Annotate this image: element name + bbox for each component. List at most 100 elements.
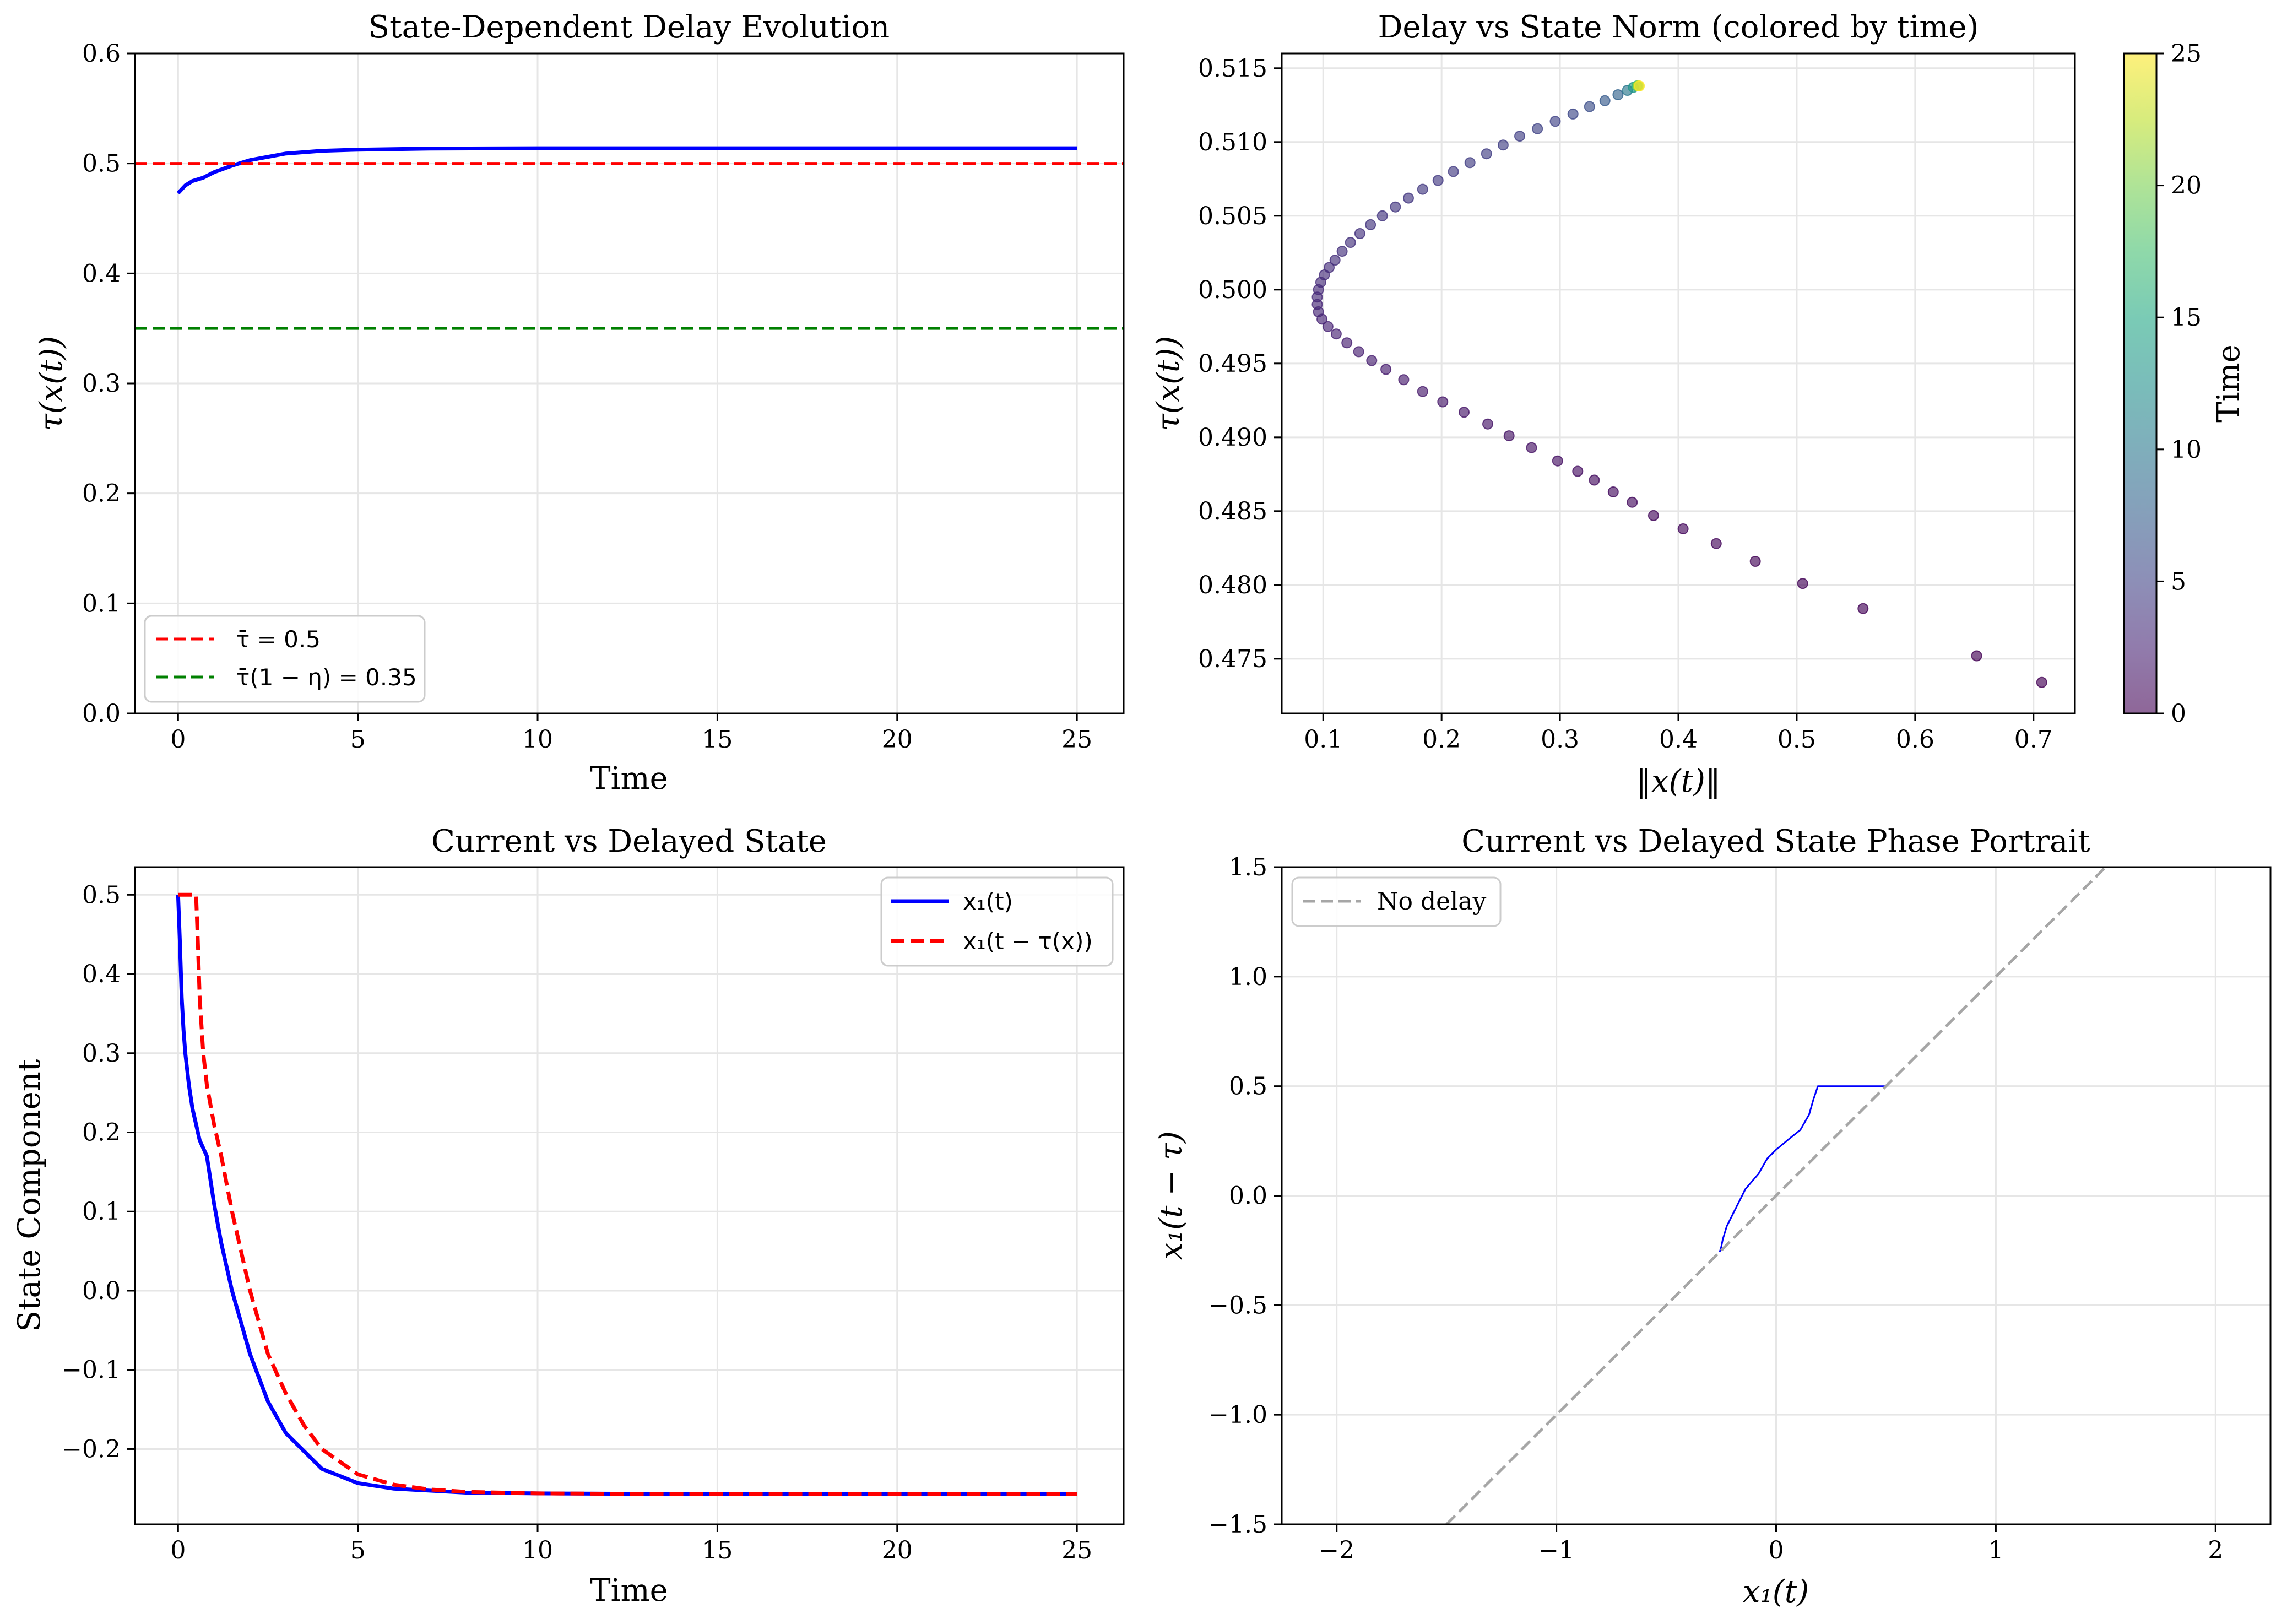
series-x-t-x	[178, 892, 1077, 1496]
x-tick-label: 15	[702, 1536, 733, 1565]
plot-area	[1445, 866, 2107, 1525]
y-tick-label: 0.5	[82, 150, 121, 178]
y-tick-label: 0.485	[1198, 497, 1267, 526]
scatter-point	[1336, 246, 1348, 257]
scatter-point	[1857, 603, 1869, 614]
y-tick-label: 0.500	[1198, 276, 1267, 304]
legend: No delay	[1291, 876, 1502, 927]
scatter-point	[1572, 465, 1584, 477]
scatter-point	[1390, 201, 1401, 213]
x-tick-label: 0.5	[1777, 726, 1816, 754]
colorbar-tick-label: 25	[2171, 40, 2202, 68]
scatter-point	[1432, 175, 1444, 186]
scatter-point	[1345, 237, 1356, 248]
colorbar-gradient	[2123, 52, 2158, 714]
y-tick-label: 0.1	[82, 589, 121, 618]
x-axis-label: x₁(t)	[1743, 1574, 1809, 1610]
x-tick-label: 20	[882, 1536, 913, 1565]
y-tick-label: −1.0	[1208, 1401, 1267, 1429]
x-tick-label: 25	[1061, 1536, 1092, 1565]
scatter-point	[1607, 486, 1619, 497]
scatter-point	[1589, 474, 1600, 486]
x-tick-label: 5	[350, 1536, 366, 1565]
scatter-point	[1403, 192, 1414, 204]
colorbar-tick-label: 15	[2171, 304, 2202, 332]
x-tick-label: 0.4	[1659, 726, 1698, 754]
colorbar-ticks: 0 5 10 15 20 25	[2156, 40, 2202, 728]
x-tick-label: 0.7	[2014, 726, 2053, 754]
scatter-point	[1448, 166, 1459, 177]
y-tick-label: 1.0	[1229, 963, 1267, 991]
legend-entry-x1-delayed: x₁(t − τ(x))	[963, 928, 1093, 955]
x-tick-label: 10	[522, 1536, 553, 1565]
scatter-point	[1482, 418, 1493, 430]
x-tick-label: 1	[1988, 1536, 2003, 1565]
scatter-point	[1526, 442, 1537, 453]
y-tick-label: 0.2	[82, 1119, 121, 1147]
scatter-point	[1322, 321, 1334, 332]
x-tick-label: 10	[522, 726, 553, 754]
x-tick-label: 25	[1061, 726, 1092, 754]
y-tick-label: 0.3	[82, 370, 121, 398]
legend-entry-x1: x₁(t)	[963, 888, 1013, 915]
x-ticks: −2 −1 0 1 2	[1319, 1524, 2223, 1565]
colorbar: 0 5 10 15 20 25 Time	[2123, 40, 2247, 728]
y-tick-label: 0.510	[1198, 128, 1267, 156]
chart-title: Current vs Delayed State Phase Portrait	[1461, 824, 2090, 859]
scatter-point	[1497, 139, 1509, 151]
colorbar-tick-label: 20	[2171, 172, 2202, 200]
y-ticks: 0.0 0.1 0.2 0.3 0.4 0.5 0.6	[82, 40, 135, 728]
scatter-point	[1380, 364, 1392, 375]
y-axis-label: τ(x(t))	[34, 336, 69, 431]
x-tick-label: 0.6	[1896, 726, 1934, 754]
x-ticks: 0 5 10 15 20 25	[170, 1524, 1092, 1565]
y-tick-label: 0.480	[1198, 571, 1267, 599]
scatter-point	[1710, 538, 1722, 549]
legend-entry-tau-bound: τ̄(1 − η) = 0.35	[236, 664, 417, 691]
scatter-point	[1599, 95, 1611, 106]
colorbar-label: Time	[2211, 344, 2247, 423]
scatter-point	[1459, 407, 1470, 418]
scatter-point	[1354, 228, 1365, 239]
x-tick-label: −2	[1319, 1536, 1354, 1565]
x-ticks: 0.1 0.2 0.3 0.4 0.5 0.6 0.7	[1304, 713, 2053, 754]
scatter-point	[1584, 101, 1595, 112]
y-tick-label: 0.0	[1229, 1182, 1267, 1210]
scatter-point	[1330, 328, 1342, 340]
scatter-point	[1612, 89, 1624, 100]
scatter-point	[1677, 523, 1689, 534]
scatter-point	[1549, 116, 1561, 127]
x-axis-label: ‖x(t)‖	[1636, 764, 1721, 799]
legend: x₁(t) x₁(t − τ(x))	[880, 876, 1114, 967]
y-tick-label: 0.2	[82, 480, 121, 508]
x-tick-label: 5	[350, 726, 366, 754]
panel-delay-evolution: 0 5 10 15 20 25 0.0 0.1 0.2 0.3 0.4 0.5 0.6 State-D…	[34, 9, 1125, 797]
scatter-point	[1437, 396, 1449, 408]
colorbar-tick-label: 10	[2171, 436, 2202, 464]
x-tick-label: 20	[882, 726, 913, 754]
grid-lines	[1282, 53, 2075, 713]
plot-area	[176, 892, 1077, 1496]
x-ticks: 0 5 10 15 20 25	[170, 713, 1092, 754]
y-tick-label: 0.4	[82, 259, 121, 288]
scatter-point	[1627, 496, 1638, 508]
x-tick-label: 0.3	[1541, 726, 1579, 754]
scatter-point	[1503, 430, 1515, 442]
y-tick-label: 0.495	[1198, 350, 1267, 378]
scatter-point	[1971, 650, 1982, 662]
scatter-point	[1329, 255, 1341, 266]
y-ticks: −1.5 −1.0 −0.5 0.0 0.5 1.0 1.5	[1208, 853, 1282, 1539]
legend-entry-tau-bar: τ̄ = 0.5	[236, 626, 321, 653]
scatter-point	[1532, 123, 1543, 134]
y-tick-label: 0.6	[82, 40, 121, 68]
y-axis-label: τ(x(t))	[1151, 336, 1186, 431]
scatter-point	[1464, 157, 1476, 169]
panel-delay-vs-norm: 0.1 0.2 0.3 0.4 0.5 0.6 0.7 0.4750.4800.4850.4…	[1151, 9, 2247, 799]
x-tick-label: 0	[1769, 1536, 1784, 1565]
scatter-point	[1376, 210, 1388, 221]
scatter-point	[1366, 355, 1378, 366]
x-tick-label: 0.2	[1422, 726, 1461, 754]
colorbar-tick-label: 0	[2171, 700, 2186, 728]
scatter-point	[1324, 262, 1335, 273]
